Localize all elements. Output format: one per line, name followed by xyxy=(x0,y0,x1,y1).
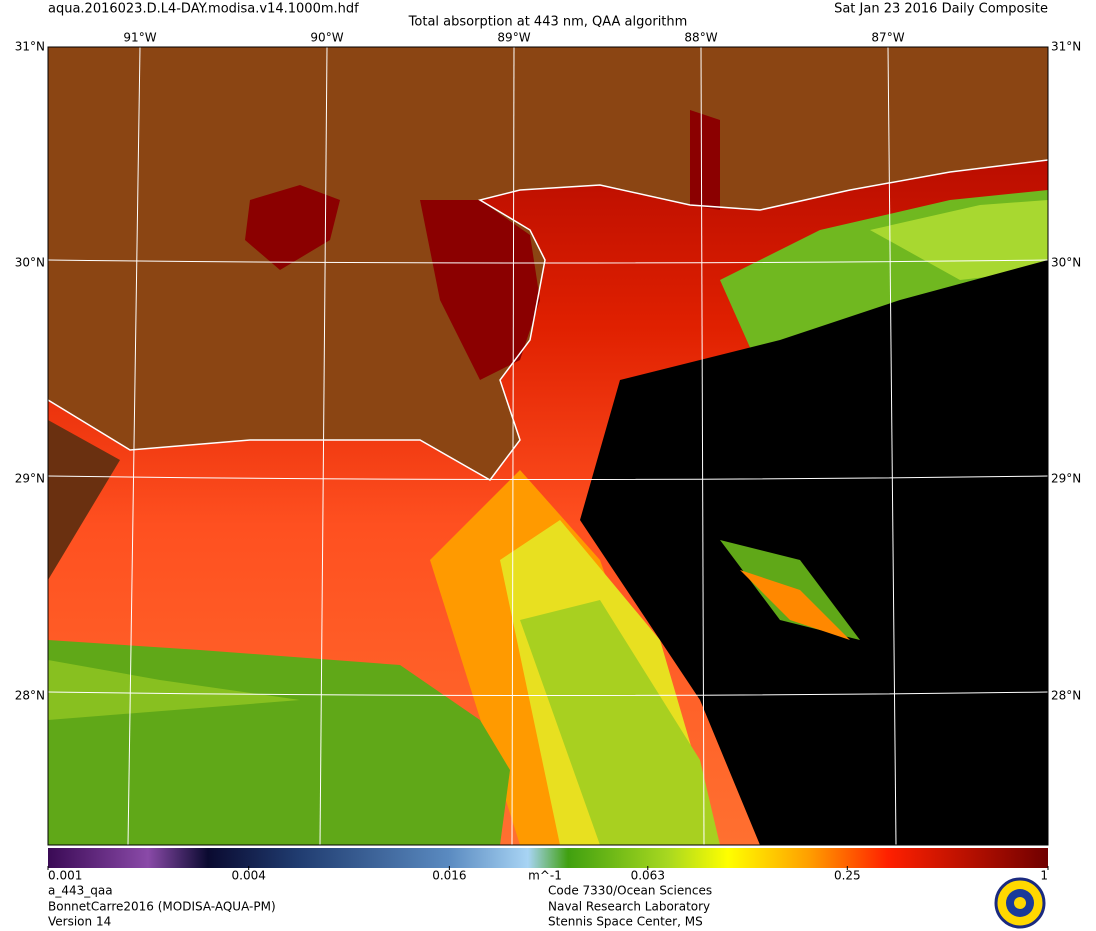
colorbar-tick-label: 0.004 xyxy=(232,869,266,883)
title: Total absorption at 443 nm, QAA algorith… xyxy=(408,15,688,30)
colorbar-tick-label: 0.063 xyxy=(631,869,665,883)
latitude-label: 28°N xyxy=(1051,689,1081,703)
footer-text: BonnetCarre2016 (MODISA-AQUA-PM) xyxy=(48,900,276,914)
latitude-label: 30°N xyxy=(1051,256,1081,270)
colorbar-unit: m^-1 xyxy=(528,869,562,883)
latitude-label: 31°N xyxy=(15,40,45,54)
colorbar-tick-label: 0.001 xyxy=(48,869,82,883)
longitude-label: 87°W xyxy=(871,31,904,45)
longitude-label: 90°W xyxy=(310,31,343,45)
latitude-label: 29°N xyxy=(1051,472,1081,486)
latitude-label: 30°N xyxy=(15,256,45,270)
date: Sat Jan 23 2016 Daily Composite xyxy=(834,2,1048,17)
footer-text: Code 7330/Ocean Sciences xyxy=(548,884,712,898)
footer-text: Naval Research Laboratory xyxy=(548,900,710,914)
longitude-label: 88°W xyxy=(684,31,717,45)
footer-text: Version 14 xyxy=(48,915,111,929)
footer-text: Stennis Space Center, MS xyxy=(548,915,703,929)
logo xyxy=(994,877,1046,929)
latitude-label: 29°N xyxy=(15,472,45,486)
colorbar-tick-label: 1 xyxy=(1040,869,1048,883)
map-frame xyxy=(47,46,1049,846)
latitude-label: 31°N xyxy=(1051,40,1081,54)
footer-text: a_443_qaa xyxy=(48,884,113,898)
map-image xyxy=(48,47,1048,845)
longitude-label: 91°W xyxy=(123,31,156,45)
colorbar-tick-label: 0.016 xyxy=(432,869,466,883)
colorbar xyxy=(48,848,1048,868)
filename: aqua.2016023.D.L4-DAY.modisa.v14.1000m.h… xyxy=(48,2,359,17)
colorbar-tick-label: 0.25 xyxy=(834,869,861,883)
longitude-label: 89°W xyxy=(497,31,530,45)
latitude-label: 28°N xyxy=(15,689,45,703)
